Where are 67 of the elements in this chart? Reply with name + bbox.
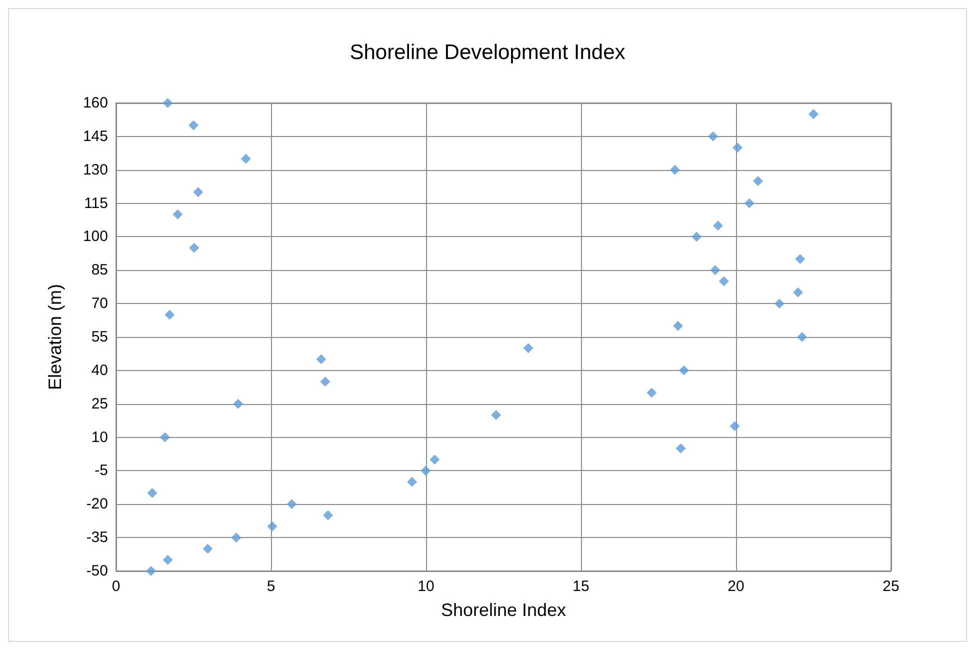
y-tick-label: 10: [91, 428, 108, 446]
point: [407, 476, 418, 487]
point: [320, 376, 330, 387]
point: [673, 320, 684, 331]
point: [808, 109, 818, 120]
point: [797, 332, 808, 342]
point: [240, 154, 251, 164]
point: [316, 354, 326, 364]
point: [523, 343, 534, 354]
point: [430, 454, 440, 465]
point: [795, 254, 806, 264]
x-tick-label: 5: [266, 578, 276, 595]
y-tick-label: -50: [86, 562, 108, 580]
y-tick-label: 85: [91, 262, 108, 279]
point: [753, 176, 764, 186]
x-tick-label: 15: [572, 578, 590, 595]
point: [162, 98, 173, 108]
x-tick-label: 0: [112, 578, 120, 595]
y-tick-label: -5: [94, 462, 108, 480]
point: [730, 421, 740, 432]
y-tick-label: 55: [91, 328, 108, 346]
point: [646, 388, 657, 398]
point: [189, 242, 200, 253]
point: [164, 310, 175, 320]
point: [713, 220, 724, 231]
point: [491, 410, 502, 420]
y-tick-label: 100: [82, 228, 108, 246]
point: [744, 198, 754, 208]
point: [162, 554, 173, 565]
chart-title: Shoreline Development Index: [350, 41, 626, 64]
point: [231, 532, 242, 543]
y-tick-label: -35: [86, 529, 108, 546]
point: [146, 566, 156, 576]
point: [193, 187, 204, 198]
y-tick-label: 115: [84, 194, 108, 212]
x-tick-label: 20: [728, 578, 744, 595]
point: [188, 120, 198, 130]
y-tick-label: 70: [91, 295, 108, 312]
x-tick-label: 25: [882, 578, 900, 595]
y-tick-label: 40: [91, 362, 108, 379]
point: [678, 365, 689, 376]
point: [774, 298, 784, 309]
point: [202, 544, 213, 554]
y-tick-label: 160: [82, 94, 108, 112]
y-tick-label: 145: [82, 128, 108, 145]
point: [172, 209, 183, 220]
point: [286, 499, 297, 510]
y-axis-title: Elevation (m): [45, 284, 65, 390]
point: [670, 164, 680, 175]
y-tick-label: 25: [91, 395, 108, 412]
point: [147, 488, 158, 498]
point: [710, 265, 720, 276]
y-tick-label: 130: [82, 161, 108, 178]
x-axis-title: Shoreline Index: [440, 600, 566, 620]
point: [420, 466, 431, 476]
x-tick-label: 10: [418, 578, 434, 595]
point: [267, 521, 278, 532]
point: [160, 432, 170, 442]
point: [793, 287, 803, 298]
point: [732, 142, 743, 153]
point: [692, 232, 702, 242]
point: [676, 443, 686, 454]
point: [323, 510, 334, 520]
point: [708, 131, 718, 142]
point: [233, 398, 244, 409]
y-tick-label: -20: [86, 496, 108, 513]
point: [718, 276, 729, 286]
